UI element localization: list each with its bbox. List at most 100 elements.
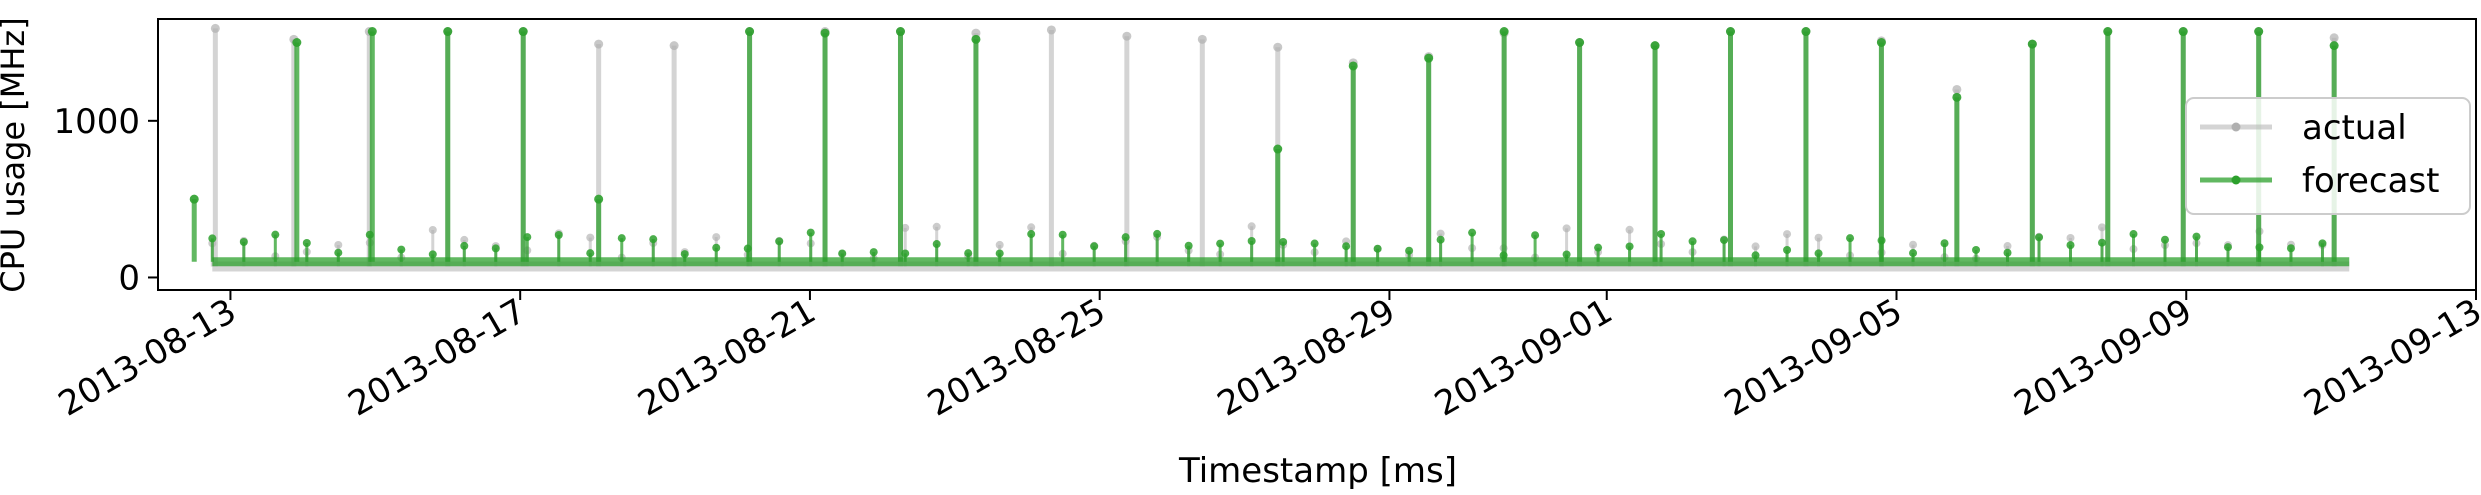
series-actual-point [210, 23, 220, 33]
series-forecast-point [518, 27, 528, 37]
series-forecast-point [1499, 27, 1509, 37]
series-actual-noise-point [1783, 230, 1792, 239]
series-forecast-point [292, 37, 302, 47]
series-forecast-noise-point [869, 248, 878, 257]
series-forecast-point [1424, 53, 1434, 63]
series-forecast-noise-point [1940, 239, 1949, 248]
x-axis-label: Timestamp [ms] [1178, 451, 1457, 490]
series-actual-noise-point [428, 225, 437, 234]
series-forecast-noise-point [775, 237, 784, 246]
series-forecast-noise-point [1279, 237, 1288, 246]
series-forecast-point [443, 27, 453, 37]
x-tick-label: 2013-08-17 [342, 291, 533, 424]
series-forecast-point [367, 27, 377, 37]
series-actual-point [1273, 42, 1283, 52]
series-actual-noise-point [1562, 224, 1571, 233]
plot-frame [157, 18, 2477, 291]
series-forecast-noise-point [2066, 241, 2075, 250]
series-forecast-noise-point [1531, 231, 1540, 240]
series-forecast-noise-point [901, 249, 910, 258]
series-forecast-noise-point [2035, 233, 2044, 242]
x-tick-label: 2013-08-21 [631, 291, 822, 424]
series-forecast-point [189, 194, 199, 204]
series-forecast-noise-point [1846, 234, 1855, 243]
series-forecast-noise-point [712, 243, 721, 252]
series-forecast-noise-point [806, 228, 815, 237]
series-forecast-point [2329, 41, 2339, 51]
series-forecast-noise-point [302, 238, 311, 247]
legend-actual-label: actual [2302, 108, 2407, 148]
series-forecast-point [594, 194, 604, 204]
legend: actual forecast [2185, 97, 2471, 215]
series-actual-point [1952, 84, 1962, 94]
x-tick-label: 2013-08-25 [921, 291, 1112, 424]
series-forecast-noise-point [1972, 245, 1981, 254]
x-tick-label: 2013-09-09 [2008, 291, 2199, 424]
series-actual-point [594, 39, 604, 49]
series-forecast-noise-point [1247, 237, 1256, 246]
series-forecast-noise-point [1405, 246, 1414, 255]
series-actual-noise-point [2066, 233, 2075, 242]
series-actual-noise-point [901, 223, 910, 232]
series-actual-point [971, 28, 981, 38]
series-actual-noise-point [586, 233, 595, 242]
series-actual-noise-point [1027, 223, 1036, 232]
series-forecast-noise-point [964, 249, 973, 258]
series-forecast-point [1575, 37, 1585, 47]
series-forecast-noise-point [271, 230, 280, 239]
series-forecast-noise-point [1121, 233, 1130, 242]
series-forecast-noise-point [1342, 242, 1351, 251]
series-forecast-point [971, 34, 981, 44]
series-actual-noise-point [932, 222, 941, 231]
series-forecast-noise-point [617, 234, 626, 243]
series-forecast-noise-point [2286, 244, 2295, 253]
series-forecast-point [1876, 37, 1886, 47]
series-forecast-noise-point [2318, 239, 2327, 248]
series-forecast-noise-point [2160, 235, 2169, 244]
series-forecast-point [745, 27, 755, 37]
series-forecast-noise-point [1625, 242, 1634, 251]
series-forecast-noise-point [1373, 244, 1382, 253]
legend-forecast-label: forecast [2302, 161, 2440, 201]
series-actual-noise-point [1247, 222, 1256, 231]
series-forecast-noise-point [2192, 232, 2201, 241]
series-actual-noise-point [460, 235, 469, 244]
series-forecast-point [1952, 92, 1962, 102]
series-forecast-noise-point [208, 234, 217, 243]
series-forecast-point [2254, 27, 2264, 37]
series-forecast-noise-point [1562, 250, 1571, 259]
series-actual-point [1046, 25, 1056, 35]
y-axis-label: CPU usage [MHz] [0, 17, 32, 292]
series-forecast-noise-point [995, 249, 1004, 258]
series-forecast-noise-point [1814, 249, 1823, 258]
legend-actual-marker [2231, 122, 2241, 132]
series-forecast-noise-point [1657, 229, 1666, 238]
y-tick-label: 0 [118, 258, 140, 298]
series-actual-noise-point [334, 240, 343, 249]
series-forecast-noise-point [334, 248, 343, 257]
series-actual-noise-point [2003, 242, 2012, 251]
series-actual-point [669, 41, 679, 51]
series-forecast-noise-point [1783, 245, 1792, 254]
series-actual-noise-point [1751, 242, 1760, 251]
series-forecast-noise-point [2098, 238, 2107, 247]
series-forecast-noise-point [1594, 243, 1603, 252]
series-forecast-point [1650, 41, 1660, 51]
series-forecast-noise-point [428, 250, 437, 259]
series-forecast-noise-point [2003, 248, 2012, 257]
series-actual-noise-point [995, 240, 1004, 249]
series-actual-noise-point [1909, 240, 1918, 249]
x-tick-label: 2013-09-05 [1718, 291, 1909, 424]
series-forecast-noise-point [586, 249, 595, 258]
series-forecast-noise-point [1027, 230, 1036, 239]
series-forecast-noise-point [680, 250, 689, 259]
x-tick-label: 2013-09-13 [2297, 291, 2481, 424]
series-forecast [189, 27, 2350, 267]
series-actual-noise-point [712, 233, 721, 242]
series-forecast-noise-point [554, 231, 563, 240]
series-forecast-point [2178, 27, 2188, 37]
series-forecast-noise-point [1751, 251, 1760, 260]
series-actual-point [1122, 31, 1132, 41]
